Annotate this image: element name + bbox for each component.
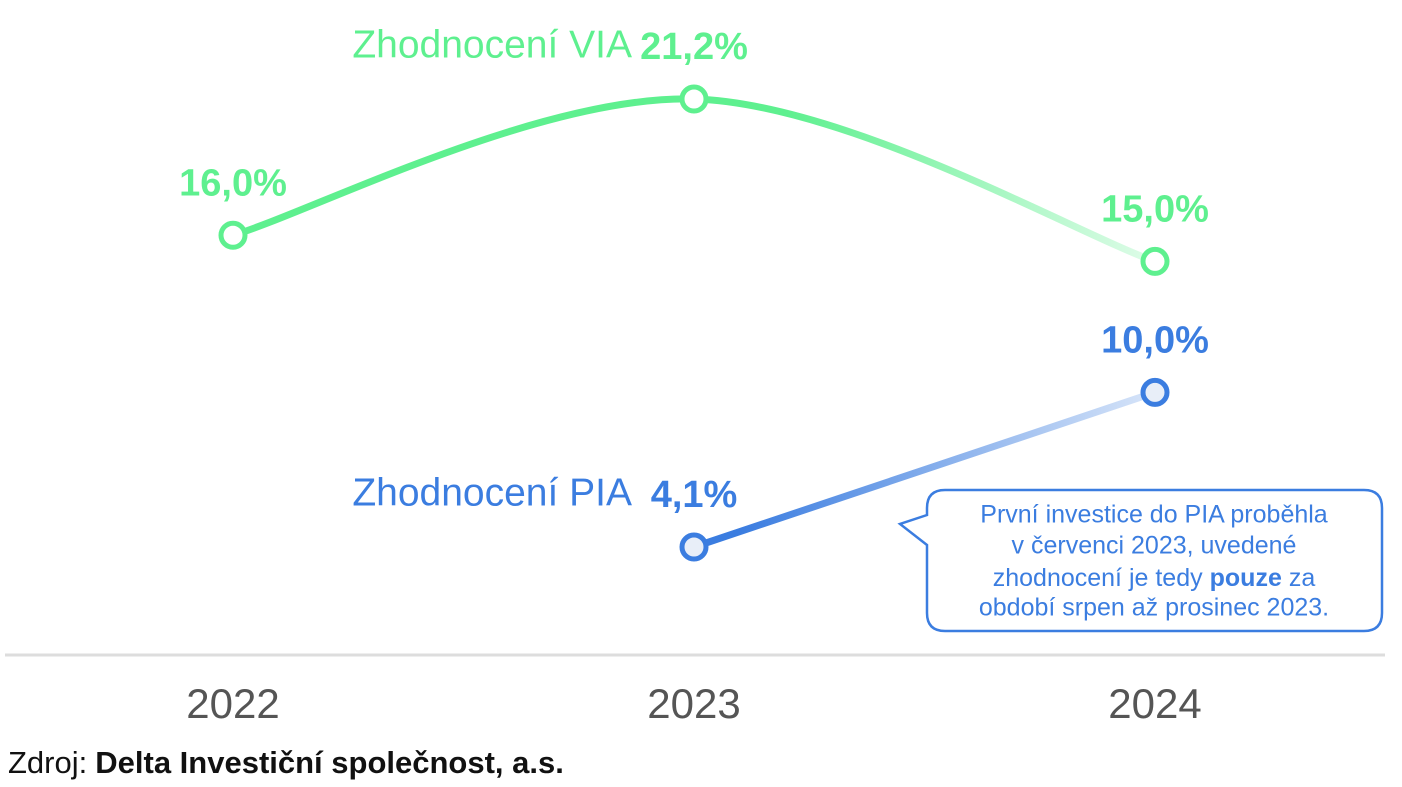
legend-label: Zhodnocení VIA bbox=[352, 23, 632, 66]
note-text: zhodnocení je tedy bbox=[993, 564, 1203, 592]
source-name: Delta Investiční společnost, a.s. bbox=[95, 745, 564, 780]
callout: První investice do PIA proběhla v červen… bbox=[897, 488, 1384, 633]
source-prefix: Zdroj: bbox=[8, 745, 87, 780]
note-text: za bbox=[1289, 564, 1316, 592]
legend-label: Zhodnocení PIA bbox=[352, 471, 632, 514]
value-label: 4,1% bbox=[651, 474, 738, 516]
point bbox=[679, 84, 709, 114]
value-label: 15,0% bbox=[1101, 188, 1209, 230]
point bbox=[218, 220, 248, 250]
x-tick-label: 2023 bbox=[647, 680, 740, 727]
series-line bbox=[229, 95, 1159, 265]
note-line: zhodnocení je tedy pouze za bbox=[993, 564, 1316, 592]
value-label: 16,0% bbox=[179, 162, 287, 204]
value-label: 21,2% bbox=[640, 26, 748, 68]
x-tick-label: 2022 bbox=[186, 680, 279, 727]
callout-box bbox=[897, 488, 1384, 633]
note-line: období srpen až prosinec 2023. bbox=[979, 594, 1329, 622]
point bbox=[1140, 246, 1170, 276]
note-line: První investice do PIA proběhla bbox=[980, 501, 1328, 529]
point bbox=[1140, 377, 1170, 407]
point bbox=[679, 532, 709, 562]
series-line bbox=[690, 388, 1159, 551]
x-tick-label: 2024 bbox=[1108, 680, 1201, 727]
note-emphasis: pouze bbox=[1210, 564, 1282, 592]
note-line: v červenci 2023, uvedené bbox=[1012, 532, 1297, 560]
value-label: 10,0% bbox=[1101, 319, 1209, 361]
source: Zdroj: Delta Investiční společnost, a.s. bbox=[8, 745, 564, 780]
